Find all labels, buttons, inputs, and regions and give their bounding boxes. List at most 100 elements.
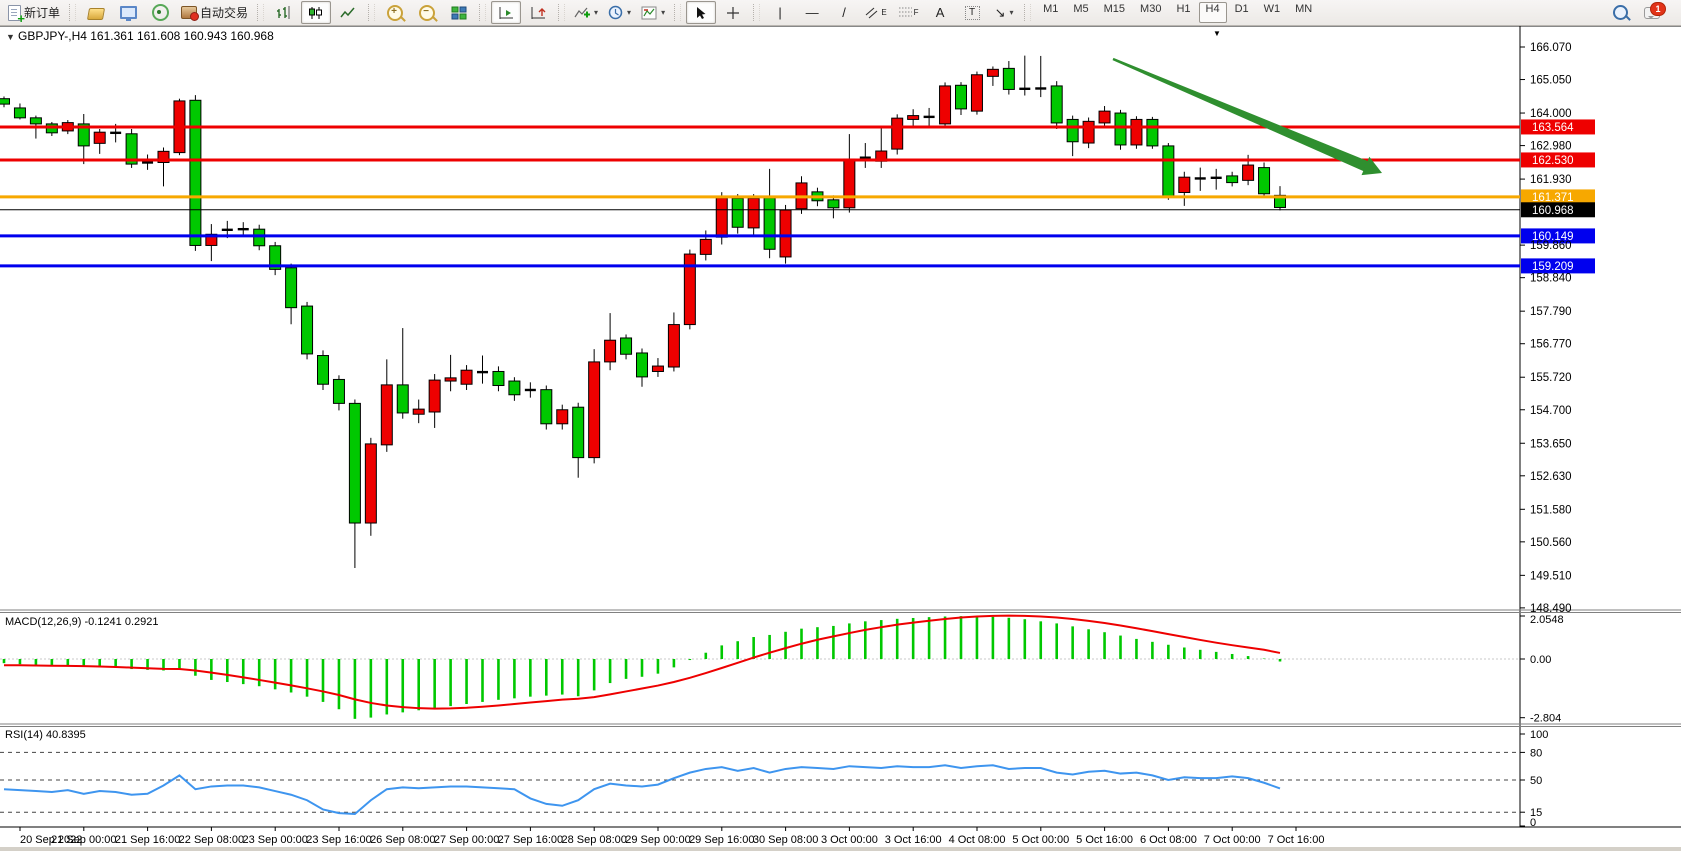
candle-body[interactable] (763, 197, 776, 250)
fibonacci-button[interactable]: F (893, 1, 923, 24)
timeframe-mn[interactable]: MN (1295, 3, 1313, 15)
notifications-button[interactable]: 1 (1637, 1, 1667, 24)
candle-body[interactable] (843, 158, 856, 209)
trendline-button[interactable]: / (829, 1, 859, 24)
timeframe-m5[interactable]: M5 (1073, 3, 1089, 15)
candle-body[interactable] (205, 233, 218, 246)
candle-body[interactable] (0, 98, 10, 105)
candle-body[interactable] (1066, 118, 1079, 143)
candle-body[interactable] (189, 99, 202, 246)
periods-dropdown-arrow[interactable]: ▾ (627, 8, 632, 17)
templates-dropdown-arrow[interactable]: ▾ (661, 8, 666, 17)
chart-shift-button[interactable] (523, 1, 553, 24)
candle-body[interactable] (683, 253, 696, 326)
candle-body[interactable] (731, 197, 744, 228)
channel-button[interactable]: E (861, 1, 891, 24)
candle-body[interactable] (157, 150, 170, 163)
candle-body[interactable] (1242, 164, 1255, 181)
text-label-button[interactable]: T (957, 1, 987, 24)
candle-body[interactable] (380, 384, 393, 446)
search-button[interactable] (1605, 1, 1635, 24)
candle-body[interactable] (364, 443, 377, 524)
candle-body[interactable] (556, 409, 569, 425)
candle-body[interactable] (396, 384, 409, 414)
timeframe-m1[interactable]: M1 (1043, 3, 1059, 15)
vertical-line-button[interactable]: | (765, 1, 795, 24)
trend-arrow-head[interactable] (1361, 156, 1382, 176)
timeframe-m15[interactable]: M15 (1103, 3, 1126, 15)
timeframe-w1[interactable]: W1 (1263, 3, 1281, 15)
zoom-out-button[interactable]: − (412, 1, 442, 24)
candle-body[interactable] (1258, 167, 1271, 195)
candle-body[interactable] (460, 369, 473, 385)
candle-body[interactable] (269, 245, 282, 270)
candle-body[interactable] (285, 267, 298, 309)
tile-windows-button[interactable] (444, 1, 474, 24)
candle-body[interactable] (747, 197, 760, 229)
candle-body[interactable] (667, 324, 680, 368)
candle-body[interactable] (1002, 67, 1015, 90)
timeframe-h1[interactable]: H1 (1176, 3, 1191, 15)
chart-window[interactable]: MACD(12,26,9) -0.1241 0.2921 2.0548 0.00 -2… (0, 26, 1681, 851)
candle-body[interactable] (1098, 110, 1111, 124)
candle-body[interactable] (1162, 145, 1175, 198)
candle-body[interactable] (588, 361, 601, 459)
indicators-dropdown-arrow[interactable]: ▾ (594, 8, 599, 17)
candle-body[interactable] (699, 238, 712, 255)
templates-button[interactable]: ▾ (637, 1, 669, 24)
candle-body[interactable] (907, 115, 920, 120)
candle-body[interactable] (1082, 120, 1095, 144)
cursor-button[interactable] (686, 1, 717, 24)
chart-svg[interactable]: MACD(12,26,9) -0.1241 0.2921 2.0548 0.00 -2… (0, 26, 1681, 851)
indicators-button[interactable]: ▾ (570, 1, 602, 24)
trend-arrow-shaft[interactable] (1112, 57, 1370, 172)
candle-body[interactable] (572, 406, 585, 459)
horizontal-line-button[interactable]: — (797, 1, 827, 24)
candle-body[interactable] (1050, 85, 1063, 124)
candle-body[interactable] (1226, 175, 1239, 184)
candle-body[interactable] (955, 84, 967, 110)
candle-body[interactable] (620, 337, 633, 355)
bar-chart-button[interactable] (269, 1, 299, 24)
timeframe-h4[interactable]: H4 (1198, 2, 1227, 23)
candle-body[interactable] (444, 377, 457, 382)
crosshair-button[interactable] (718, 1, 748, 24)
signals-button[interactable] (145, 1, 175, 24)
candle-body[interactable] (428, 379, 441, 413)
candlestick-button[interactable] (301, 1, 332, 24)
candle-body[interactable] (779, 209, 792, 258)
candle-body[interactable] (332, 378, 345, 404)
candle-body[interactable] (891, 117, 904, 150)
candle-body[interactable] (508, 380, 521, 396)
candle-body[interactable] (412, 408, 425, 415)
line-chart-button[interactable] (333, 1, 363, 24)
candle-body[interactable] (29, 117, 42, 125)
timeframe-m30[interactable]: M30 (1140, 3, 1162, 15)
candle-body[interactable] (301, 305, 314, 355)
terminal-button[interactable] (113, 1, 143, 24)
zoom-in-button[interactable]: + (380, 1, 410, 24)
candle-body[interactable] (1274, 194, 1286, 208)
candle-body[interactable] (125, 133, 138, 165)
timeframe-d1[interactable]: D1 (1234, 3, 1249, 15)
candle-body[interactable] (604, 339, 617, 363)
periods-button[interactable]: ▾ (604, 1, 635, 24)
candle-body[interactable] (540, 389, 553, 425)
auto-scroll-button[interactable] (491, 1, 522, 24)
candle-body[interactable] (77, 123, 90, 147)
candle-body[interactable] (1178, 176, 1191, 193)
candle-body[interactable] (93, 131, 106, 144)
candle-body[interactable] (317, 355, 329, 385)
arrows-dropdown-arrow[interactable]: ▾ (1009, 8, 1014, 17)
candle-body[interactable] (986, 68, 999, 77)
candle-body[interactable] (1130, 118, 1143, 146)
candle-body[interactable] (715, 197, 728, 238)
candle-body[interactable] (1146, 118, 1159, 147)
candle-body[interactable] (939, 85, 952, 125)
candle-body[interactable] (253, 228, 266, 247)
autotrading-button[interactable]: 自动交易 (177, 1, 252, 24)
text-button[interactable]: A (925, 1, 955, 24)
candle-body[interactable] (1114, 112, 1127, 146)
candle-body[interactable] (827, 199, 840, 209)
candle-body[interactable] (636, 352, 648, 378)
